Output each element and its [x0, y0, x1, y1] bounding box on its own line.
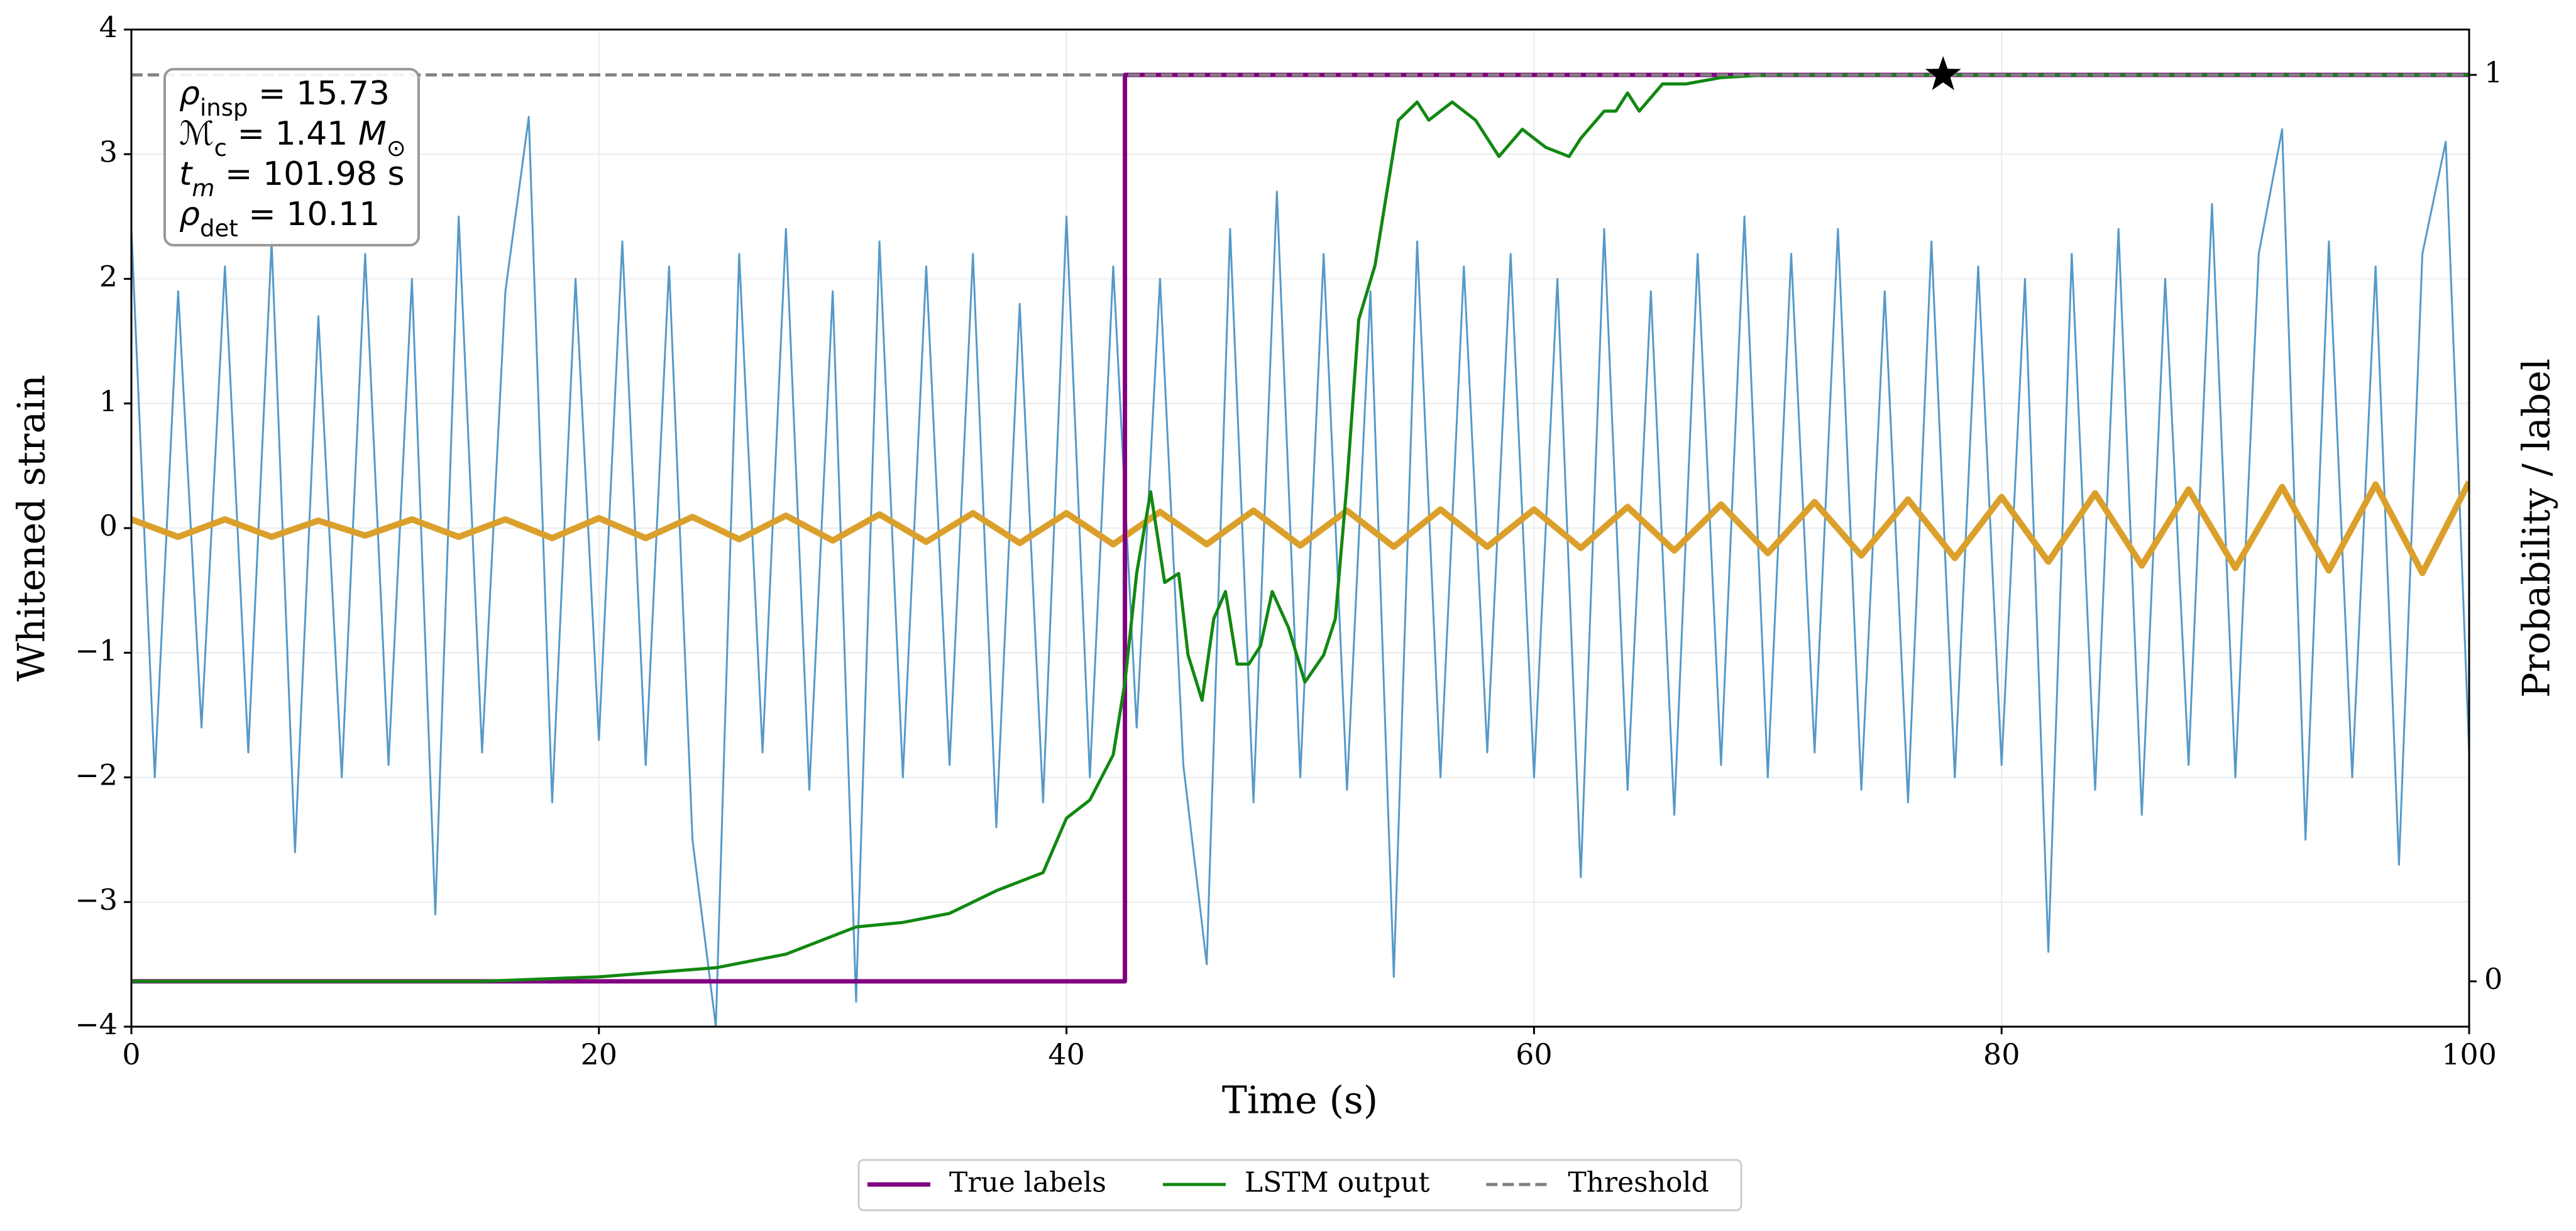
annotation-part: ℳ: [179, 115, 214, 153]
plot-area: [131, 72, 2469, 1027]
annotation-line: ρdet = 10.11: [179, 196, 380, 242]
y-axis-label: Whitened strain: [10, 375, 54, 682]
y-tick-label: 1: [99, 384, 118, 418]
annotation-part: ⊙: [387, 135, 406, 162]
annotation-part: c: [214, 135, 227, 162]
annotation-box: [163, 68, 420, 246]
x-tick-label: 100: [2441, 1037, 2497, 1071]
signal-trace: [131, 116, 2469, 1027]
annotation-part: t: [179, 155, 193, 193]
annotation-part: = 101.98 s: [214, 155, 404, 193]
x-tick-label: 60: [1516, 1037, 1553, 1071]
annotation-part: M: [358, 115, 387, 153]
x-tick-label: 80: [1983, 1037, 2020, 1071]
y-tick-label: −4: [75, 1007, 118, 1041]
y2-axis-label: Probability / label: [2515, 358, 2559, 698]
legend-box: [857, 1159, 1742, 1212]
annotation-line: tm = 101.98 s: [179, 155, 405, 202]
y2-tick-label: 0: [2484, 962, 2502, 996]
annotation-part: = 15.73: [248, 75, 390, 113]
y-tick-label: 0: [99, 509, 118, 543]
legend-label: True labels: [949, 1167, 1106, 1199]
y-tick-label: −3: [75, 883, 118, 917]
x-tick-label: 20: [581, 1037, 618, 1071]
y-tick-label: 2: [99, 260, 118, 294]
y2-tick-label: 1: [2484, 55, 2502, 89]
annotation-part: = 10.11: [238, 196, 380, 233]
y-tick-label: 4: [99, 10, 118, 44]
signal-trace: [131, 480, 2469, 577]
legend-label: Threshold: [1568, 1167, 1709, 1199]
legend: True labels LSTM output Threshold: [867, 1167, 1709, 1199]
annotation-part: ρ: [179, 75, 200, 113]
star-marker: [1925, 56, 1961, 91]
annotation-part: m: [192, 175, 214, 202]
y-tick-label: 3: [99, 135, 118, 168]
x-tick-label: 0: [122, 1037, 140, 1071]
annotation-line: ρinsp = 15.73: [179, 75, 390, 121]
y-tick-label: −2: [75, 758, 118, 792]
x-tick-label: 40: [1048, 1037, 1085, 1071]
annotation-part: insp: [200, 94, 248, 121]
annotation-part: ρ: [179, 196, 200, 233]
y-tick-label: −1: [75, 633, 118, 667]
annotation-part: = 1.41: [227, 115, 358, 153]
legend-label: LSTM output: [1245, 1167, 1430, 1199]
annotation-line: ℳc = 1.41 M⊙: [179, 115, 406, 162]
x-axis-label: Time (s): [1222, 1079, 1378, 1123]
series-line: [131, 73, 2469, 983]
annotation-part: det: [200, 215, 238, 242]
